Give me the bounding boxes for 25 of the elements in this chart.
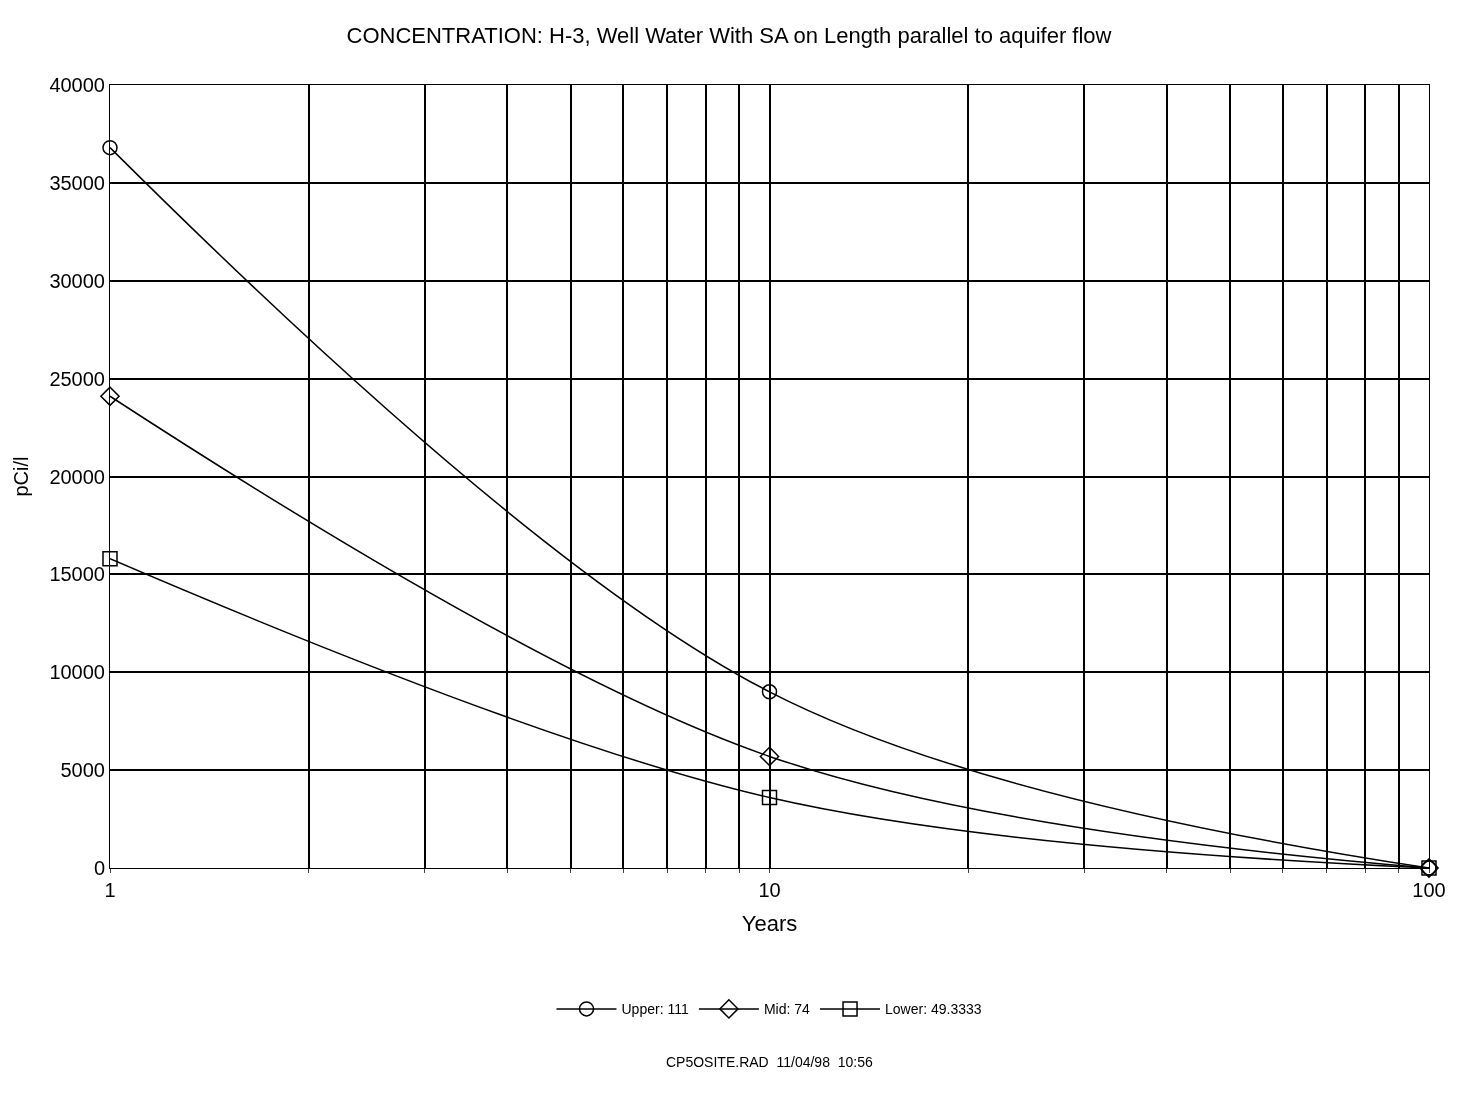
point [761,789,778,806]
legend-label: Upper: 111 [621,1001,689,1018]
point [102,550,118,567]
point [102,139,118,156]
y-tick-label: 20000 [49,465,105,488]
y-tick-label: 5000 [60,759,105,782]
legend-label: Mid: 74 [763,1001,811,1018]
y-axis-title: pCi/l [9,456,32,497]
y-tick-label: 0 [93,857,105,879]
chart-title: CONCENTRATION: H-3, Well Water With SA on Length parallel to aquifer flow [346,22,1112,48]
y-tick-label: 40000 [49,74,105,96]
y-tick-label: 15000 [49,563,105,586]
y-tick-label: 30000 [49,269,105,292]
point [100,386,120,407]
x-tick-label: 1 [104,879,116,901]
text: CP5OSITE.RAD 11/04/98 10:56 [666,1054,873,1070]
x-tick-label: 10 [758,879,781,901]
y-tick-label: 25000 [49,367,105,390]
x-axis-title: Years [741,910,798,936]
y-tick-label: 10000 [49,661,105,684]
point [761,684,778,700]
legend-label: Lower: 49.3333 [885,1001,982,1018]
x-tick-label: 100 [1412,879,1446,901]
y-tick-label: 35000 [49,171,105,194]
point [759,746,780,767]
